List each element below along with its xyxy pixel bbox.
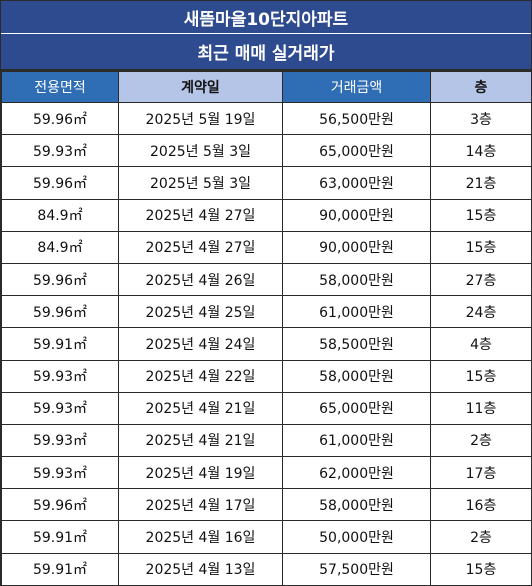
cell-contract-date: 2025년 4월 21일	[118, 391, 283, 425]
cell-price: 61,000만원	[282, 295, 431, 329]
cell-area: 59.96㎡	[1, 488, 119, 522]
table-row: 59.96㎡ 2025년 5월 3일 63,000만원 21층	[1, 166, 532, 200]
cell-price: 56,500만원	[282, 101, 431, 136]
column-header-area: 전용면적	[1, 71, 119, 103]
cell-area: 59.96㎡	[1, 166, 119, 200]
cell-price: 65,000만원	[282, 134, 431, 168]
table-row: 84.9㎡ 2025년 4월 27일 90,000만원 15층	[1, 198, 532, 232]
cell-price: 58,500만원	[282, 327, 431, 361]
cell-area: 84.9㎡	[1, 198, 119, 232]
cell-contract-date: 2025년 4월 13일	[118, 552, 283, 586]
transactions-table: 전용면적 계약일 거래금액 층 59.96㎡ 2025년 5월 19일 56,500…	[1, 71, 532, 586]
cell-contract-date: 2025년 4월 19일	[118, 456, 283, 490]
table-body: 59.96㎡ 2025년 5월 19일 56,500만원 3층 59.93㎡ 2025년 …	[1, 101, 532, 586]
table-row: 59.93㎡ 2025년 5월 3일 65,000만원 14층	[1, 134, 532, 168]
table-row: 59.93㎡ 2025년 4월 22일 58,000만원 15층	[1, 359, 532, 393]
cell-floor: 15층	[430, 359, 532, 393]
table-row: 59.96㎡ 2025년 4월 25일 61,000만원 24층	[1, 295, 532, 329]
table-row: 59.93㎡ 2025년 4월 19일 62,000만원 17층	[1, 456, 532, 490]
cell-price: 57,500만원	[282, 552, 431, 586]
cell-floor: 4층	[430, 327, 532, 361]
cell-contract-date: 2025년 4월 17일	[118, 488, 283, 522]
cell-floor: 11층	[430, 391, 532, 425]
table-row: 59.91㎡ 2025년 4월 16일 50,000만원 2층	[1, 520, 532, 554]
cell-price: 58,000만원	[282, 262, 431, 297]
cell-area: 59.93㎡	[1, 423, 119, 458]
cell-contract-date: 2025년 4월 21일	[118, 423, 283, 458]
cell-area: 59.96㎡	[1, 101, 119, 136]
cell-area: 59.93㎡	[1, 134, 119, 168]
cell-floor: 3층	[430, 101, 532, 136]
cell-area: 84.9㎡	[1, 230, 119, 264]
cell-floor: 2층	[430, 520, 532, 554]
cell-contract-date: 2025년 4월 26일	[118, 262, 283, 297]
cell-price: 50,000만원	[282, 520, 431, 554]
apartment-title: 새뜸마을10단지아파트	[1, 1, 531, 34]
cell-contract-date: 2025년 4월 24일	[118, 327, 283, 361]
table-row: 59.96㎡ 2025년 4월 17일 58,000만원 16층	[1, 488, 532, 522]
cell-price: 58,000만원	[282, 488, 431, 522]
cell-contract-date: 2025년 5월 3일	[118, 166, 283, 200]
cell-price: 90,000만원	[282, 198, 431, 232]
cell-floor: 15층	[430, 552, 532, 586]
cell-price: 90,000만원	[282, 230, 431, 264]
cell-contract-date: 2025년 4월 16일	[118, 520, 283, 554]
column-header-contract-date: 계약일	[118, 71, 283, 103]
cell-contract-date: 2025년 4월 27일	[118, 198, 283, 232]
table-subtitle: 최근 매매 실거래가	[1, 34, 531, 71]
cell-price: 61,000만원	[282, 423, 431, 458]
table-row: 59.93㎡ 2025년 4월 21일 65,000만원 11층	[1, 391, 532, 425]
table-row: 59.96㎡ 2025년 4월 26일 58,000만원 27층	[1, 262, 532, 297]
cell-contract-date: 2025년 4월 22일	[118, 359, 283, 393]
cell-floor: 15층	[430, 230, 532, 264]
table-header-row: 전용면적 계약일 거래금액 층	[1, 71, 532, 103]
column-header-floor: 층	[430, 71, 532, 103]
cell-price: 62,000만원	[282, 456, 431, 490]
cell-price: 65,000만원	[282, 391, 431, 425]
cell-contract-date: 2025년 4월 27일	[118, 230, 283, 264]
cell-contract-date: 2025년 5월 19일	[118, 101, 283, 136]
cell-area: 59.96㎡	[1, 262, 119, 297]
cell-floor: 15층	[430, 198, 532, 232]
cell-area: 59.93㎡	[1, 391, 119, 425]
cell-area: 59.91㎡	[1, 520, 119, 554]
cell-price: 63,000만원	[282, 166, 431, 200]
cell-area: 59.91㎡	[1, 327, 119, 361]
cell-area: 59.93㎡	[1, 359, 119, 393]
cell-floor: 16층	[430, 488, 532, 522]
table-row: 59.96㎡ 2025년 5월 19일 56,500만원 3층	[1, 101, 532, 136]
cell-area: 59.96㎡	[1, 295, 119, 329]
cell-price: 58,000만원	[282, 359, 431, 393]
table-row: 84.9㎡ 2025년 4월 27일 90,000만원 15층	[1, 230, 532, 264]
cell-area: 59.91㎡	[1, 552, 119, 586]
column-header-price: 거래금액	[282, 71, 431, 103]
cell-area: 59.93㎡	[1, 456, 119, 490]
cell-floor: 17층	[430, 456, 532, 490]
cell-floor: 21층	[430, 166, 532, 200]
cell-floor: 27층	[430, 262, 532, 297]
table-row: 59.93㎡ 2025년 4월 21일 61,000만원 2층	[1, 423, 532, 458]
cell-floor: 2층	[430, 423, 532, 458]
cell-contract-date: 2025년 4월 25일	[118, 295, 283, 329]
cell-floor: 24층	[430, 295, 532, 329]
table-row: 59.91㎡ 2025년 4월 24일 58,500만원 4층	[1, 327, 532, 361]
cell-contract-date: 2025년 5월 3일	[118, 134, 283, 168]
cell-floor: 14층	[430, 134, 532, 168]
table-row: 59.91㎡ 2025년 4월 13일 57,500만원 15층	[1, 552, 532, 586]
